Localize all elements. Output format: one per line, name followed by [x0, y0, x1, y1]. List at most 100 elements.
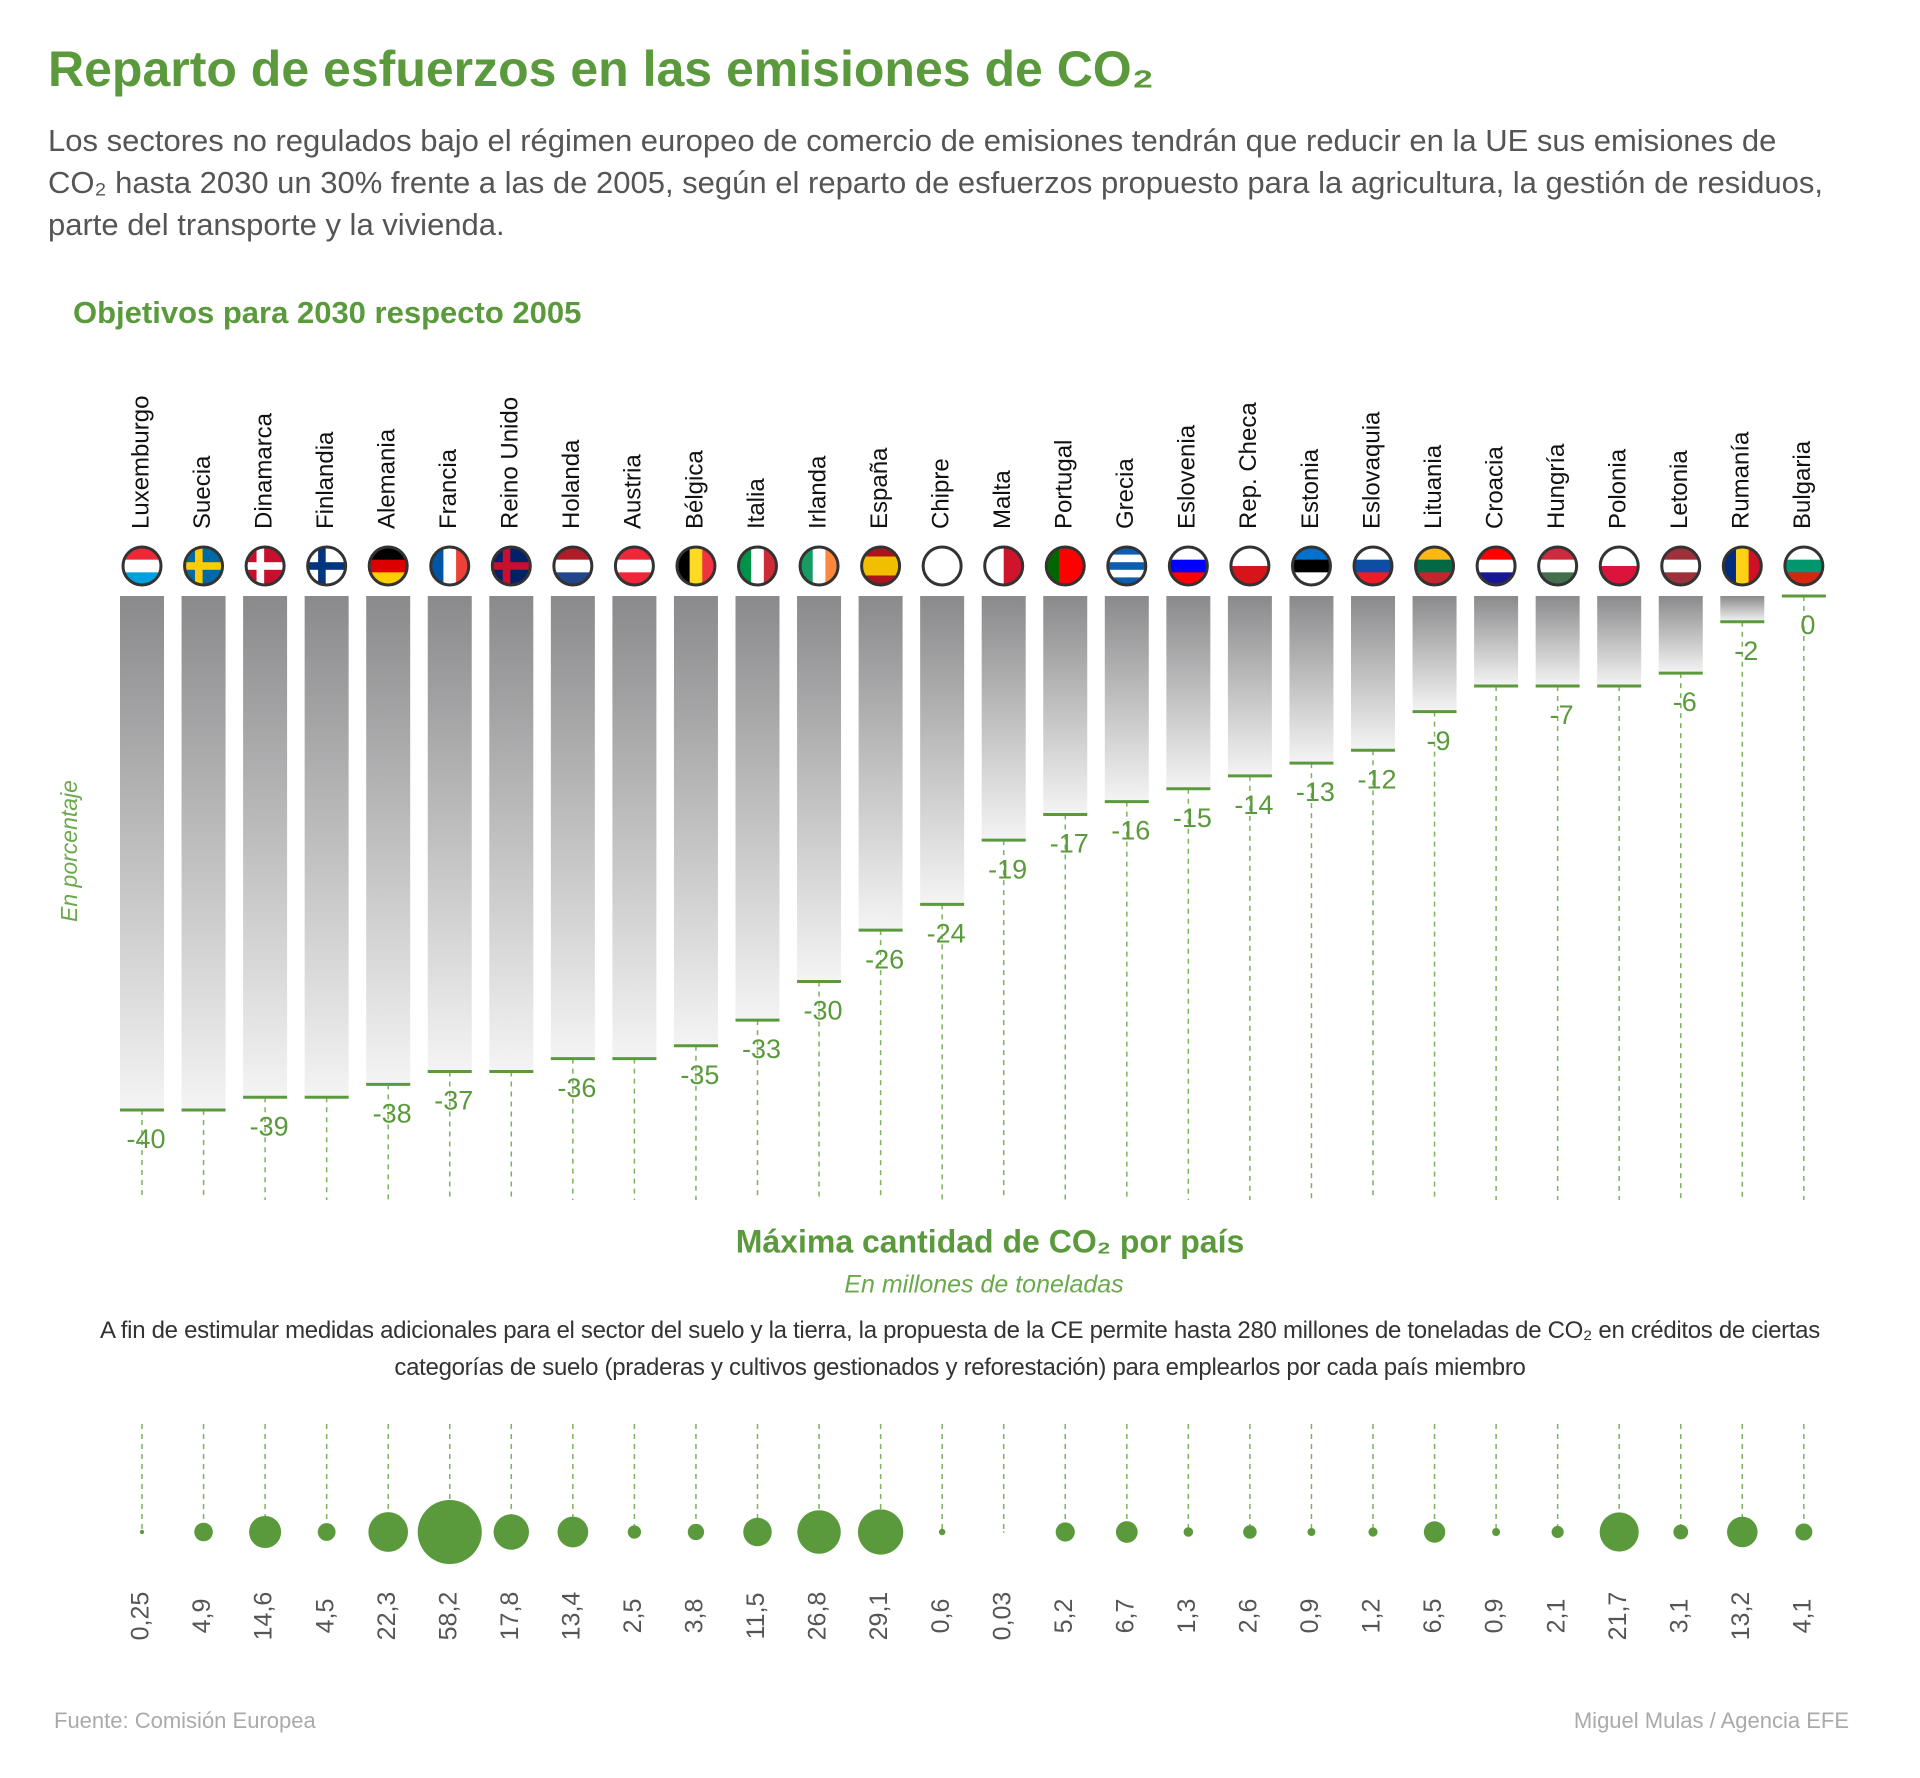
flag-ring — [983, 545, 1025, 587]
flag-ring — [1783, 545, 1825, 587]
flag-stripe — [984, 547, 1005, 585]
flag-stripe — [1003, 547, 1023, 585]
flag-stripe — [923, 566, 962, 585]
category-label: Luxemburgo — [127, 396, 154, 529]
bubble — [1492, 1528, 1501, 1536]
flag-stripe — [615, 559, 654, 573]
bar — [1597, 596, 1642, 686]
flag-ring — [1475, 545, 1517, 587]
flag-ring — [1660, 545, 1702, 587]
flag-stripe — [1600, 547, 1639, 567]
flag-ring — [613, 545, 655, 587]
bar — [1227, 596, 1272, 776]
category-label: España — [866, 447, 893, 529]
category-label: Chipre — [927, 458, 954, 529]
flag-cross — [246, 562, 285, 570]
value-label: 13,4 — [557, 1592, 585, 1641]
category-label: Bulgaria — [1789, 440, 1816, 529]
flag-stripe — [861, 575, 900, 585]
flag — [1230, 547, 1269, 585]
bar — [1043, 596, 1088, 815]
flag-stripe — [861, 547, 900, 557]
flag-stripe — [1230, 547, 1269, 567]
flag-stripe — [123, 559, 161, 573]
bubble — [797, 1510, 841, 1554]
bubble — [1673, 1524, 1689, 1540]
value-label: 3,1 — [1665, 1599, 1693, 1634]
flag-stripe — [1169, 559, 1208, 573]
flag-stripe — [369, 559, 408, 573]
flag-ring — [798, 545, 840, 587]
flag-stripe — [751, 547, 765, 585]
category-label: Finlandia — [312, 431, 339, 529]
category-label: Portugal — [1051, 440, 1078, 529]
flag-ring — [737, 545, 778, 587]
value-label: -19 — [988, 854, 1027, 884]
flag-stripe — [1661, 559, 1700, 573]
bar — [243, 596, 288, 1098]
category-label: Irlanda — [804, 455, 831, 529]
bubble — [1423, 1521, 1446, 1543]
value-label: 17,8 — [496, 1592, 524, 1641]
bubble — [938, 1528, 946, 1536]
flag-ring — [1721, 545, 1763, 587]
flag-stripe — [1058, 547, 1073, 585]
value-label: -17 — [1050, 829, 1089, 859]
value-label: -7 — [1550, 700, 1574, 730]
bar — [304, 596, 349, 1098]
bubble — [317, 1523, 336, 1541]
value-label: 2,5 — [619, 1599, 647, 1634]
bar — [366, 596, 411, 1085]
value-label: -38 — [373, 1098, 412, 1128]
flag-cross — [307, 562, 346, 570]
category-label: Lituania — [1420, 444, 1447, 529]
bar — [920, 596, 965, 905]
bar — [1351, 596, 1395, 751]
bar — [1166, 596, 1211, 789]
value-label: 4,5 — [311, 1599, 339, 1634]
bar — [797, 596, 842, 982]
flag-stripe — [861, 566, 900, 576]
bar — [858, 596, 903, 931]
category-label: Dinamarca — [250, 412, 277, 529]
bubble — [1183, 1527, 1194, 1537]
category-label: Reino Unido — [497, 397, 524, 529]
value-label: 58,2 — [434, 1592, 462, 1641]
value-label: 3,8 — [681, 1599, 709, 1634]
value-label: 29,1 — [865, 1592, 893, 1641]
flag-ring — [1229, 545, 1271, 587]
value-label: -39 — [250, 1111, 289, 1141]
bubble — [493, 1514, 530, 1550]
value-label: 0,25 — [127, 1592, 155, 1641]
bar — [673, 596, 718, 1046]
category-label: Malta — [989, 470, 1016, 529]
flag-stripe — [1292, 559, 1331, 573]
flag-ring — [1044, 545, 1086, 587]
value-label: 0,9 — [1481, 1599, 1509, 1634]
bubble — [1727, 1516, 1758, 1548]
value-label: -30 — [804, 996, 843, 1026]
category-label: Eslovaquia — [1358, 411, 1385, 529]
value-label: -40 — [126, 1124, 165, 1154]
flag-stripe — [1415, 559, 1454, 573]
value-label: -13 — [1296, 777, 1335, 807]
value-label: -35 — [680, 1060, 719, 1090]
flag-cross — [318, 547, 326, 585]
bubble — [557, 1516, 589, 1548]
bar — [735, 596, 780, 1021]
value-label: 14,6 — [250, 1592, 278, 1641]
flag-ring — [367, 545, 409, 587]
y-axis-label: En porcentaje — [56, 780, 82, 922]
value-label: 26,8 — [804, 1592, 832, 1641]
value-label: -12 — [1357, 764, 1396, 794]
bar — [1535, 596, 1580, 686]
value-label: -2 — [1734, 636, 1758, 666]
flag-stripe — [861, 556, 900, 567]
bar-chart-title: Objetivos para 2030 respecto 2005 — [73, 295, 581, 330]
bar — [1289, 596, 1334, 764]
flag — [1600, 547, 1639, 585]
bar — [181, 596, 226, 1111]
page-subtitle: Los sectores no regulados bajo el régime… — [48, 123, 1823, 242]
bar — [489, 596, 534, 1072]
